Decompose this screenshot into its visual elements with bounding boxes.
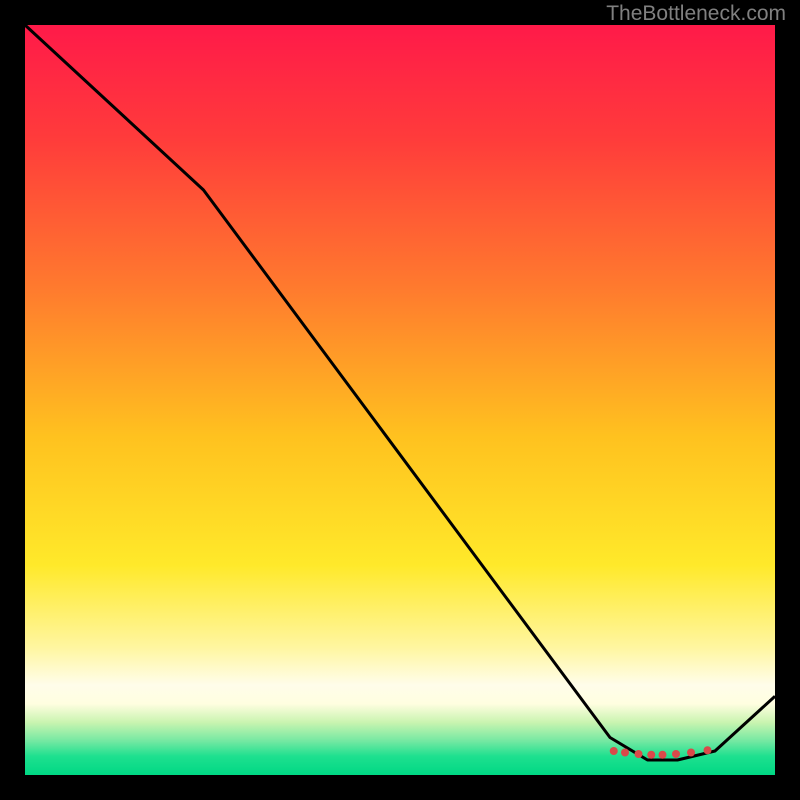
curve-marker xyxy=(621,749,629,757)
watermark-text: TheBottleneck.com xyxy=(606,2,786,26)
curve-marker xyxy=(672,750,680,758)
curve-marker xyxy=(659,751,667,759)
curve-marker xyxy=(647,751,655,759)
curve-marker xyxy=(687,749,695,757)
curve-marker xyxy=(610,747,618,755)
plot-area-gradient xyxy=(25,25,775,775)
curve-marker xyxy=(704,746,712,754)
curve-marker xyxy=(635,750,643,758)
plot-svg xyxy=(0,0,800,800)
chart-container: TheBottleneck.com xyxy=(0,0,800,800)
